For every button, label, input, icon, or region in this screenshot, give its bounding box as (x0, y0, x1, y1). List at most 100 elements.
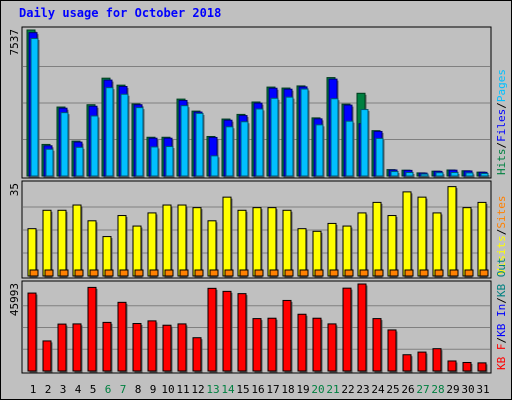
x-tick-label: 27 (416, 383, 429, 396)
bar-visits (42, 209, 52, 277)
bar-sites (404, 269, 414, 277)
bar-kbf (192, 337, 202, 372)
bar-visits (87, 220, 97, 277)
x-tick-label: 24 (371, 383, 385, 396)
y-max-label-visits-sites: 35 (8, 183, 21, 196)
bar-visits (192, 207, 202, 277)
bar-pages (375, 137, 384, 177)
x-tick-label: 8 (135, 383, 142, 396)
legend-item: / (495, 337, 508, 344)
bar-kbf (327, 323, 337, 372)
bar-kbf (177, 323, 187, 372)
bar-sites (224, 269, 234, 277)
bar-visits (432, 212, 442, 277)
bar-visits (357, 212, 367, 277)
bar-sites (284, 269, 294, 277)
bar-pages (300, 88, 309, 177)
bar-kbf (432, 348, 442, 372)
x-tick-label: 2 (45, 383, 52, 396)
bar-visits (27, 228, 37, 277)
bar-pages (165, 146, 174, 177)
x-tick-label: 30 (461, 383, 474, 396)
x-tick-label: 31 (476, 383, 489, 396)
bar-kbf (462, 361, 472, 372)
y-max-label-kbytes: 45993 (8, 283, 21, 316)
bar-kbf (132, 323, 142, 372)
legend-item: Hits (495, 149, 508, 176)
bar-pages (480, 172, 489, 177)
bar-kbf (27, 292, 37, 372)
bar-kbf (42, 340, 52, 372)
bar-visits (312, 230, 322, 277)
bar-kbf (297, 313, 307, 372)
x-tick-label: 22 (341, 383, 354, 396)
bar-sites (314, 269, 324, 277)
bar-visits (207, 220, 217, 277)
bar-sites (449, 269, 459, 277)
x-tick-label: 6 (105, 383, 112, 396)
bar-visits (162, 204, 172, 277)
bar-sites (269, 269, 279, 277)
bar-sites (119, 269, 129, 277)
bar-pages (255, 108, 264, 177)
bar-kbf (447, 360, 457, 372)
bar-kbf (117, 301, 127, 372)
x-tick-label: 25 (386, 383, 399, 396)
bar-pages (30, 37, 39, 177)
bar-pages (240, 121, 249, 177)
x-tick-label: 18 (281, 383, 294, 396)
bar-sites (329, 269, 339, 277)
bar-pages (450, 172, 459, 177)
bar-kbf (342, 287, 352, 372)
bar-kbf (267, 317, 277, 372)
legend-item: KB Out (495, 257, 508, 297)
bar-pages (150, 146, 159, 177)
bar-pages-shadow (422, 175, 430, 178)
bar-kbf (477, 362, 487, 372)
bar-visits (417, 196, 427, 277)
chart-title: Daily usage for October 2018 (19, 6, 222, 20)
legend-item: / (495, 142, 508, 149)
x-tick-label: 1 (30, 383, 37, 396)
bar-kbf (372, 318, 382, 372)
bar-pages (435, 172, 444, 177)
x-tick-label: 26 (401, 383, 414, 396)
x-tick-label: 14 (221, 383, 235, 396)
bar-sites (44, 269, 54, 277)
bar-visits (267, 207, 277, 277)
bar-visits (402, 191, 412, 277)
bar-kbf (57, 323, 67, 372)
bar-pages (420, 173, 429, 177)
bar-kbf (387, 329, 397, 372)
bar-visits (132, 225, 142, 277)
bar-pages (465, 172, 474, 177)
bar-sites (89, 269, 99, 277)
legend-item: Visits (495, 235, 508, 275)
x-tick-label: 21 (326, 383, 339, 396)
x-tick-label: 12 (191, 383, 204, 396)
legend-hits-files-pages: Hits/Files/Pages (495, 69, 508, 175)
x-tick-label: 5 (90, 383, 97, 396)
legend-item: Pages (495, 69, 508, 102)
bar-pages (90, 115, 99, 177)
bar-sites (419, 269, 429, 277)
bar-pages (45, 148, 54, 177)
legend-item: KB In (495, 304, 508, 337)
x-tick-label: 17 (266, 383, 279, 396)
bar-kbf (237, 293, 247, 372)
bar-visits (327, 222, 337, 277)
legend-item: Sites (495, 196, 508, 229)
x-tick-label: 29 (446, 383, 459, 396)
bar-sites (149, 269, 159, 277)
bar-sites (344, 269, 354, 277)
legend-item: KB F (495, 344, 508, 371)
bar-visits (372, 201, 382, 277)
bar-visits (342, 225, 352, 277)
bar-pages (120, 93, 129, 177)
bar-kbf (402, 354, 412, 372)
bar-sites (254, 269, 264, 277)
bar-pages (360, 109, 369, 177)
bar-visits (222, 196, 232, 277)
bar-sites (389, 269, 399, 277)
